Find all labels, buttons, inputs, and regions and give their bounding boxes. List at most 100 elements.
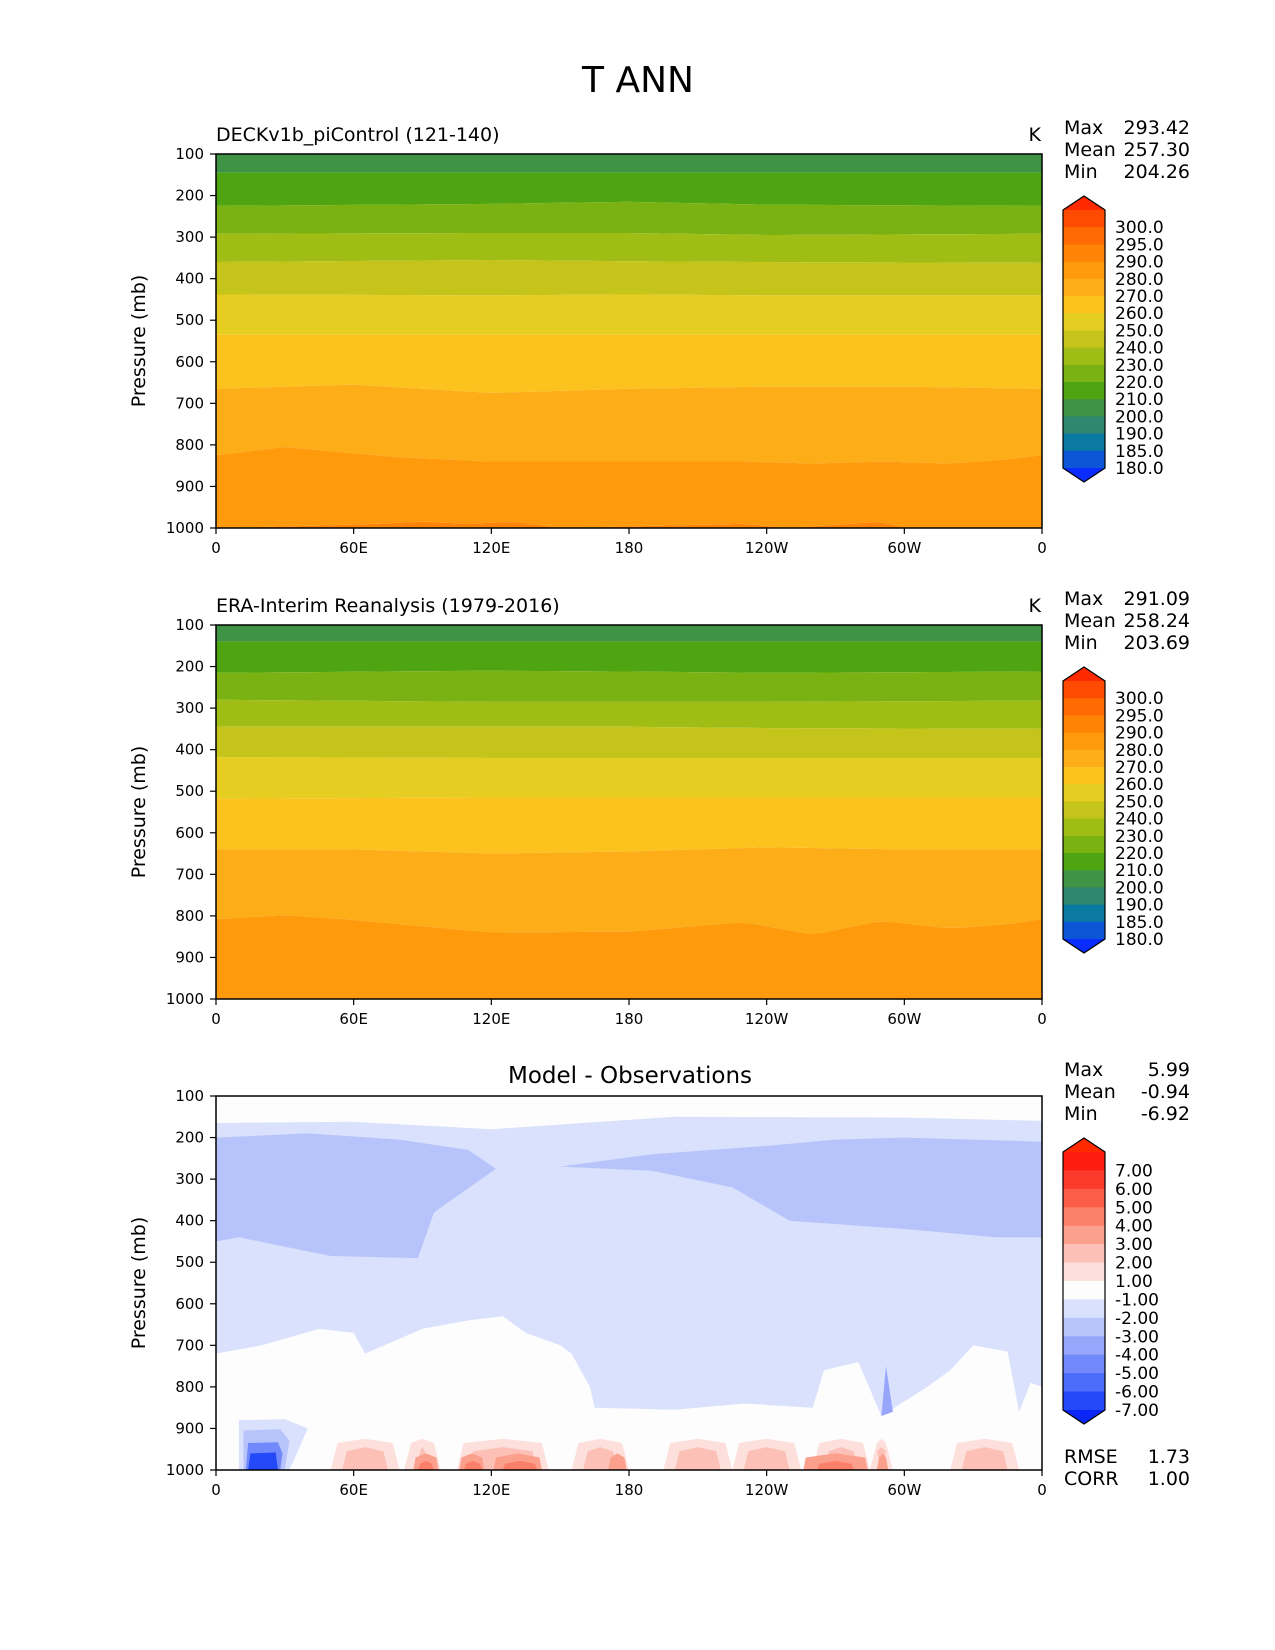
stat-value: 291.09 (1124, 588, 1190, 610)
colorbar-label: 200.0 (1115, 878, 1164, 898)
colorbar-label: 240.0 (1115, 339, 1164, 359)
colorbar-label: 220.0 (1115, 373, 1164, 393)
stat-value: 203.69 (1124, 632, 1190, 654)
colorbar-label: 280.0 (1115, 270, 1164, 290)
contour-band (216, 521, 1042, 528)
colorbar-segment (1063, 1336, 1105, 1356)
y-tick-label: 300 (175, 699, 204, 717)
colorbar-segment (1063, 244, 1105, 263)
colorbar-label: 295.0 (1115, 706, 1164, 726)
stat-value: 1.00 (1148, 1468, 1190, 1490)
colorbar-extend-bottom (1063, 939, 1105, 953)
colorbar-label: 210.0 (1115, 390, 1164, 410)
colorbar-segment (1063, 450, 1105, 469)
panel-title: DECKv1b_piControl (121-140) (216, 124, 500, 146)
colorbar-segment (1063, 227, 1105, 245)
colorbar-label: 200.0 (1115, 407, 1164, 427)
y-tick-label: 100 (175, 616, 204, 634)
contour-band (674, 1447, 721, 1470)
colorbar-label: 180.0 (1115, 930, 1164, 950)
colorbar: 7.006.005.004.003.002.001.00-1.00-2.00-3… (1062, 1137, 1159, 1425)
contour-band (216, 1096, 1042, 1130)
figure-title: T ANN (581, 60, 694, 101)
stat-value: 293.42 (1124, 117, 1190, 139)
colorbar-segment (1063, 698, 1105, 716)
colorbar-segment (1063, 433, 1105, 452)
x-tick-label: 120E (472, 1010, 510, 1028)
contour-band (583, 1447, 618, 1470)
x-tick-label: 120E (472, 1481, 510, 1499)
colorbar-segment (1063, 210, 1105, 228)
colorbar-label: 6.00 (1115, 1180, 1153, 1200)
colorbar-label: 1.00 (1115, 1272, 1153, 1292)
y-tick-label: 100 (175, 145, 204, 163)
colorbar-label: 185.0 (1115, 913, 1164, 933)
stat-label: Mean (1064, 139, 1116, 161)
contour-band (216, 260, 1042, 296)
contour-band (216, 1133, 496, 1259)
x-tick-label: 120W (745, 1481, 789, 1499)
x-tick-label: 60E (339, 1010, 368, 1028)
y-tick-label: 400 (175, 741, 204, 759)
stat-value: 5.99 (1148, 1059, 1190, 1081)
contour-band (560, 1137, 1042, 1238)
colorbar-label: 260.0 (1115, 775, 1164, 795)
stat-label: CORR (1064, 1468, 1119, 1490)
y-tick-label: 700 (175, 865, 204, 883)
x-tick-label: 60W (887, 1481, 921, 1499)
y-axis-label: Pressure (mb) (128, 1217, 150, 1350)
panel-diff: Model - Observations 100 200 300 400 500 600 7… (128, 1059, 1190, 1499)
contour-band (216, 233, 1042, 263)
colorbar-segment (1063, 1170, 1105, 1190)
colorbar-segment (1063, 1207, 1105, 1227)
colorbar-segment (1063, 1188, 1105, 1208)
stat-value: -6.92 (1141, 1103, 1190, 1125)
colorbar-label: -1.00 (1115, 1290, 1159, 1310)
colorbar-label: 7.00 (1115, 1161, 1153, 1181)
colorbar-label: 300.0 (1115, 218, 1164, 238)
colorbar-segment (1063, 1225, 1105, 1245)
colorbar-label: 270.0 (1115, 287, 1164, 307)
x-tick-label: 0 (1037, 1481, 1047, 1499)
colorbar-label: -6.00 (1115, 1383, 1159, 1403)
colorbar-segment (1063, 767, 1105, 785)
colorbar-segment (1063, 681, 1105, 699)
colorbar-segment (1063, 732, 1105, 751)
contour-band (216, 447, 1042, 528)
colorbar-label: 250.0 (1115, 321, 1164, 341)
contour-band (216, 726, 1042, 758)
stat-label: Max (1064, 588, 1103, 610)
colorbar-outline (1062, 195, 1106, 483)
colorbar-label: 260.0 (1115, 304, 1164, 324)
y-tick-label: 200 (175, 658, 204, 676)
contour-band (502, 1460, 538, 1470)
contour-band (876, 1453, 889, 1470)
colorbar-segment (1063, 1262, 1105, 1282)
y-tick-label: 900 (175, 948, 204, 966)
colorbar-segment (1063, 1244, 1105, 1264)
contour-band (216, 384, 1042, 464)
colorbar-segment (1063, 261, 1105, 280)
colorbar-label: 220.0 (1115, 844, 1164, 864)
colorbar-segment (1063, 853, 1105, 871)
stat-value: 258.24 (1124, 610, 1190, 632)
y-tick-label: 700 (175, 1336, 204, 1354)
colorbar-extend-top (1063, 196, 1105, 210)
colorbar-extend-top (1063, 667, 1105, 681)
x-tick-label: 60W (887, 539, 921, 557)
y-tick-label: 900 (175, 1419, 204, 1437)
colorbar-label: 230.0 (1115, 356, 1164, 376)
colorbar-segment (1063, 715, 1105, 734)
colorbar: 300.0295.0290.0280.0270.0260.0250.0240.0… (1062, 195, 1164, 483)
panel-units: K (1029, 124, 1042, 146)
colorbar-segment (1063, 382, 1105, 400)
panel-title: Model - Observations (508, 1063, 752, 1089)
contour-band (216, 797, 1042, 854)
colorbar-segment (1063, 887, 1105, 906)
contour-band (216, 915, 1042, 999)
plot-area (216, 625, 1042, 999)
colorbar-extend-top (1063, 1138, 1105, 1152)
contour-band (463, 1460, 483, 1470)
colorbar-outline (1062, 1137, 1106, 1425)
colorbar-segment (1063, 1391, 1105, 1411)
